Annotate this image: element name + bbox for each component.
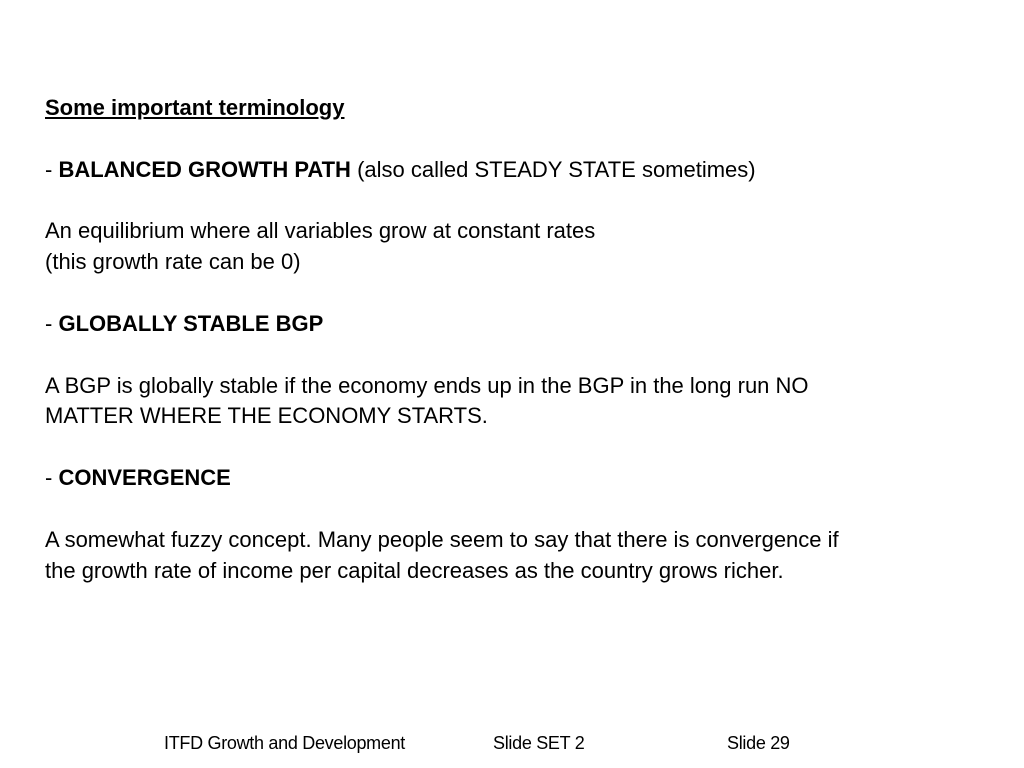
- term-label: CONVERGENCE: [58, 465, 231, 490]
- footer-slide-number: Slide 29: [727, 733, 790, 753]
- term-label: GLOBALLY STABLE BGP: [58, 311, 324, 336]
- definition-line: MATTER WHERE THE ECONOMY STARTS.: [45, 403, 488, 428]
- definition-line: (this growth rate can be 0): [45, 249, 301, 274]
- definition-line: An equilibrium where all variables grow …: [45, 218, 596, 243]
- footer-slide-set: Slide SET 2: [493, 733, 585, 753]
- term-label: BALANCED GROWTH PATH: [58, 157, 351, 182]
- definition-line: A somewhat fuzzy concept. Many people se…: [45, 527, 839, 552]
- footer-course: ITFD Growth and Development: [164, 733, 405, 753]
- term-convergence: - CONVERGENCE: [45, 465, 231, 491]
- term-dash: -: [45, 311, 59, 336]
- term-note: (also called STEADY STATE sometimes): [350, 157, 756, 182]
- term-balanced-growth-path: - BALANCED GROWTH PATH (also called STEA…: [45, 157, 756, 183]
- definition-line: A BGP is globally stable if the economy …: [45, 373, 809, 398]
- term-dash: -: [45, 465, 59, 490]
- term-globally-stable-bgp: - GLOBALLY STABLE BGP: [45, 311, 323, 337]
- slide-heading: Some important terminology: [45, 95, 345, 120]
- term-dash: -: [45, 157, 59, 182]
- definition-line: the growth rate of income per capital de…: [45, 558, 784, 583]
